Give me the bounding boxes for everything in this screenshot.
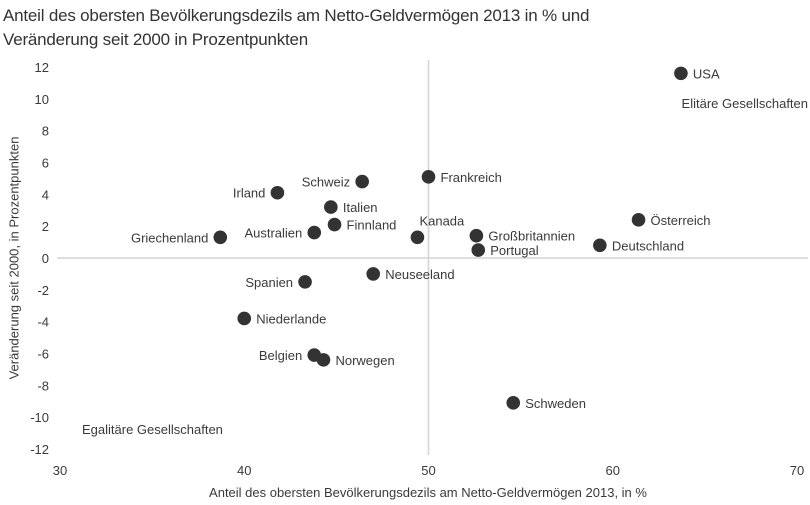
data-point-label: Portugal [490,243,539,258]
data-point-marker [506,396,521,410]
y-tick-label: 8 [42,124,49,139]
data-point-marker [270,185,285,200]
y-tick-label: 0 [42,251,49,266]
data-point-label: Belgien [259,348,302,363]
data-point-marker [593,238,607,253]
data-point-marker [366,267,381,281]
data-point-label: Deutschland [612,238,684,253]
data-point-marker [298,275,312,289]
data-point-marker [469,228,484,243]
data-point-marker [307,225,322,240]
data-point-label: Griechenland [131,230,208,245]
data-point-marker [631,213,646,227]
x-tick-label: 50 [421,463,435,478]
data-point-marker [421,170,436,184]
data-point-label: Niederlande [256,311,326,326]
data-point-label: Italien [343,200,378,215]
data-point-marker [471,243,486,257]
y-axis-label: Veränderung seit 2000, in Prozentpunkten [6,136,22,380]
data-point-label: Schweden [525,396,586,411]
x-tick-label: 40 [237,463,251,478]
data-point-marker [327,217,342,232]
data-point-label: Kanada [419,213,465,228]
data-point-marker [316,353,331,367]
data-point-marker [213,230,228,245]
y-tick-label: 4 [42,187,49,202]
data-point-label: Norwegen [335,353,394,368]
x-tick-label: 70 [790,463,804,478]
data-point-label: Neuseeland [385,267,454,282]
y-tick-label: -2 [37,283,49,298]
y-tick-label: -8 [37,378,49,393]
data-point-marker [324,200,338,214]
data-point-label: USA [693,66,720,81]
y-tick-label: -6 [37,347,49,362]
data-point-marker [674,66,688,81]
y-tick-label: 2 [42,219,49,234]
chart-title-line-1: Anteil des obersten Bevölkerungsdezils a… [3,6,590,25]
chart-title-line-2: Veränderung seit 2000 in Prozentpunkten [3,30,309,49]
y-tick-label: 6 [42,156,49,171]
data-point-label: Frankreich [441,170,502,185]
x-axis-label: Anteil des obersten Bevölkerungsdezils a… [209,485,647,500]
y-tick-label: 10 [35,92,49,107]
data-point-marker [410,230,425,245]
data-point-label: Spanien [245,275,293,290]
y-tick-label: -4 [37,315,49,330]
data-point-label: Großbritannien [488,229,575,244]
annotation-egalitaere: Egalitäre Gesellschaften [82,422,223,437]
data-point-label: Finnland [347,218,397,233]
annotation-elitaere: Elitäre Gesellschaften [682,96,808,111]
y-tick-label: 12 [35,60,49,75]
x-tick-label: 30 [53,463,67,478]
x-tick-label: 60 [606,463,620,478]
y-tick-label: -10 [30,410,49,425]
data-point-label: Österreich [651,213,711,228]
data-point-label: Irland [233,186,266,201]
data-point-marker [355,174,369,189]
data-point-label: Australien [244,226,302,241]
y-tick-label: -12 [30,442,49,457]
data-point-marker [237,311,252,326]
chart-title: Anteil des obersten Bevölkerungsdezils a… [3,4,589,52]
data-point-label: Schweiz [302,175,350,190]
